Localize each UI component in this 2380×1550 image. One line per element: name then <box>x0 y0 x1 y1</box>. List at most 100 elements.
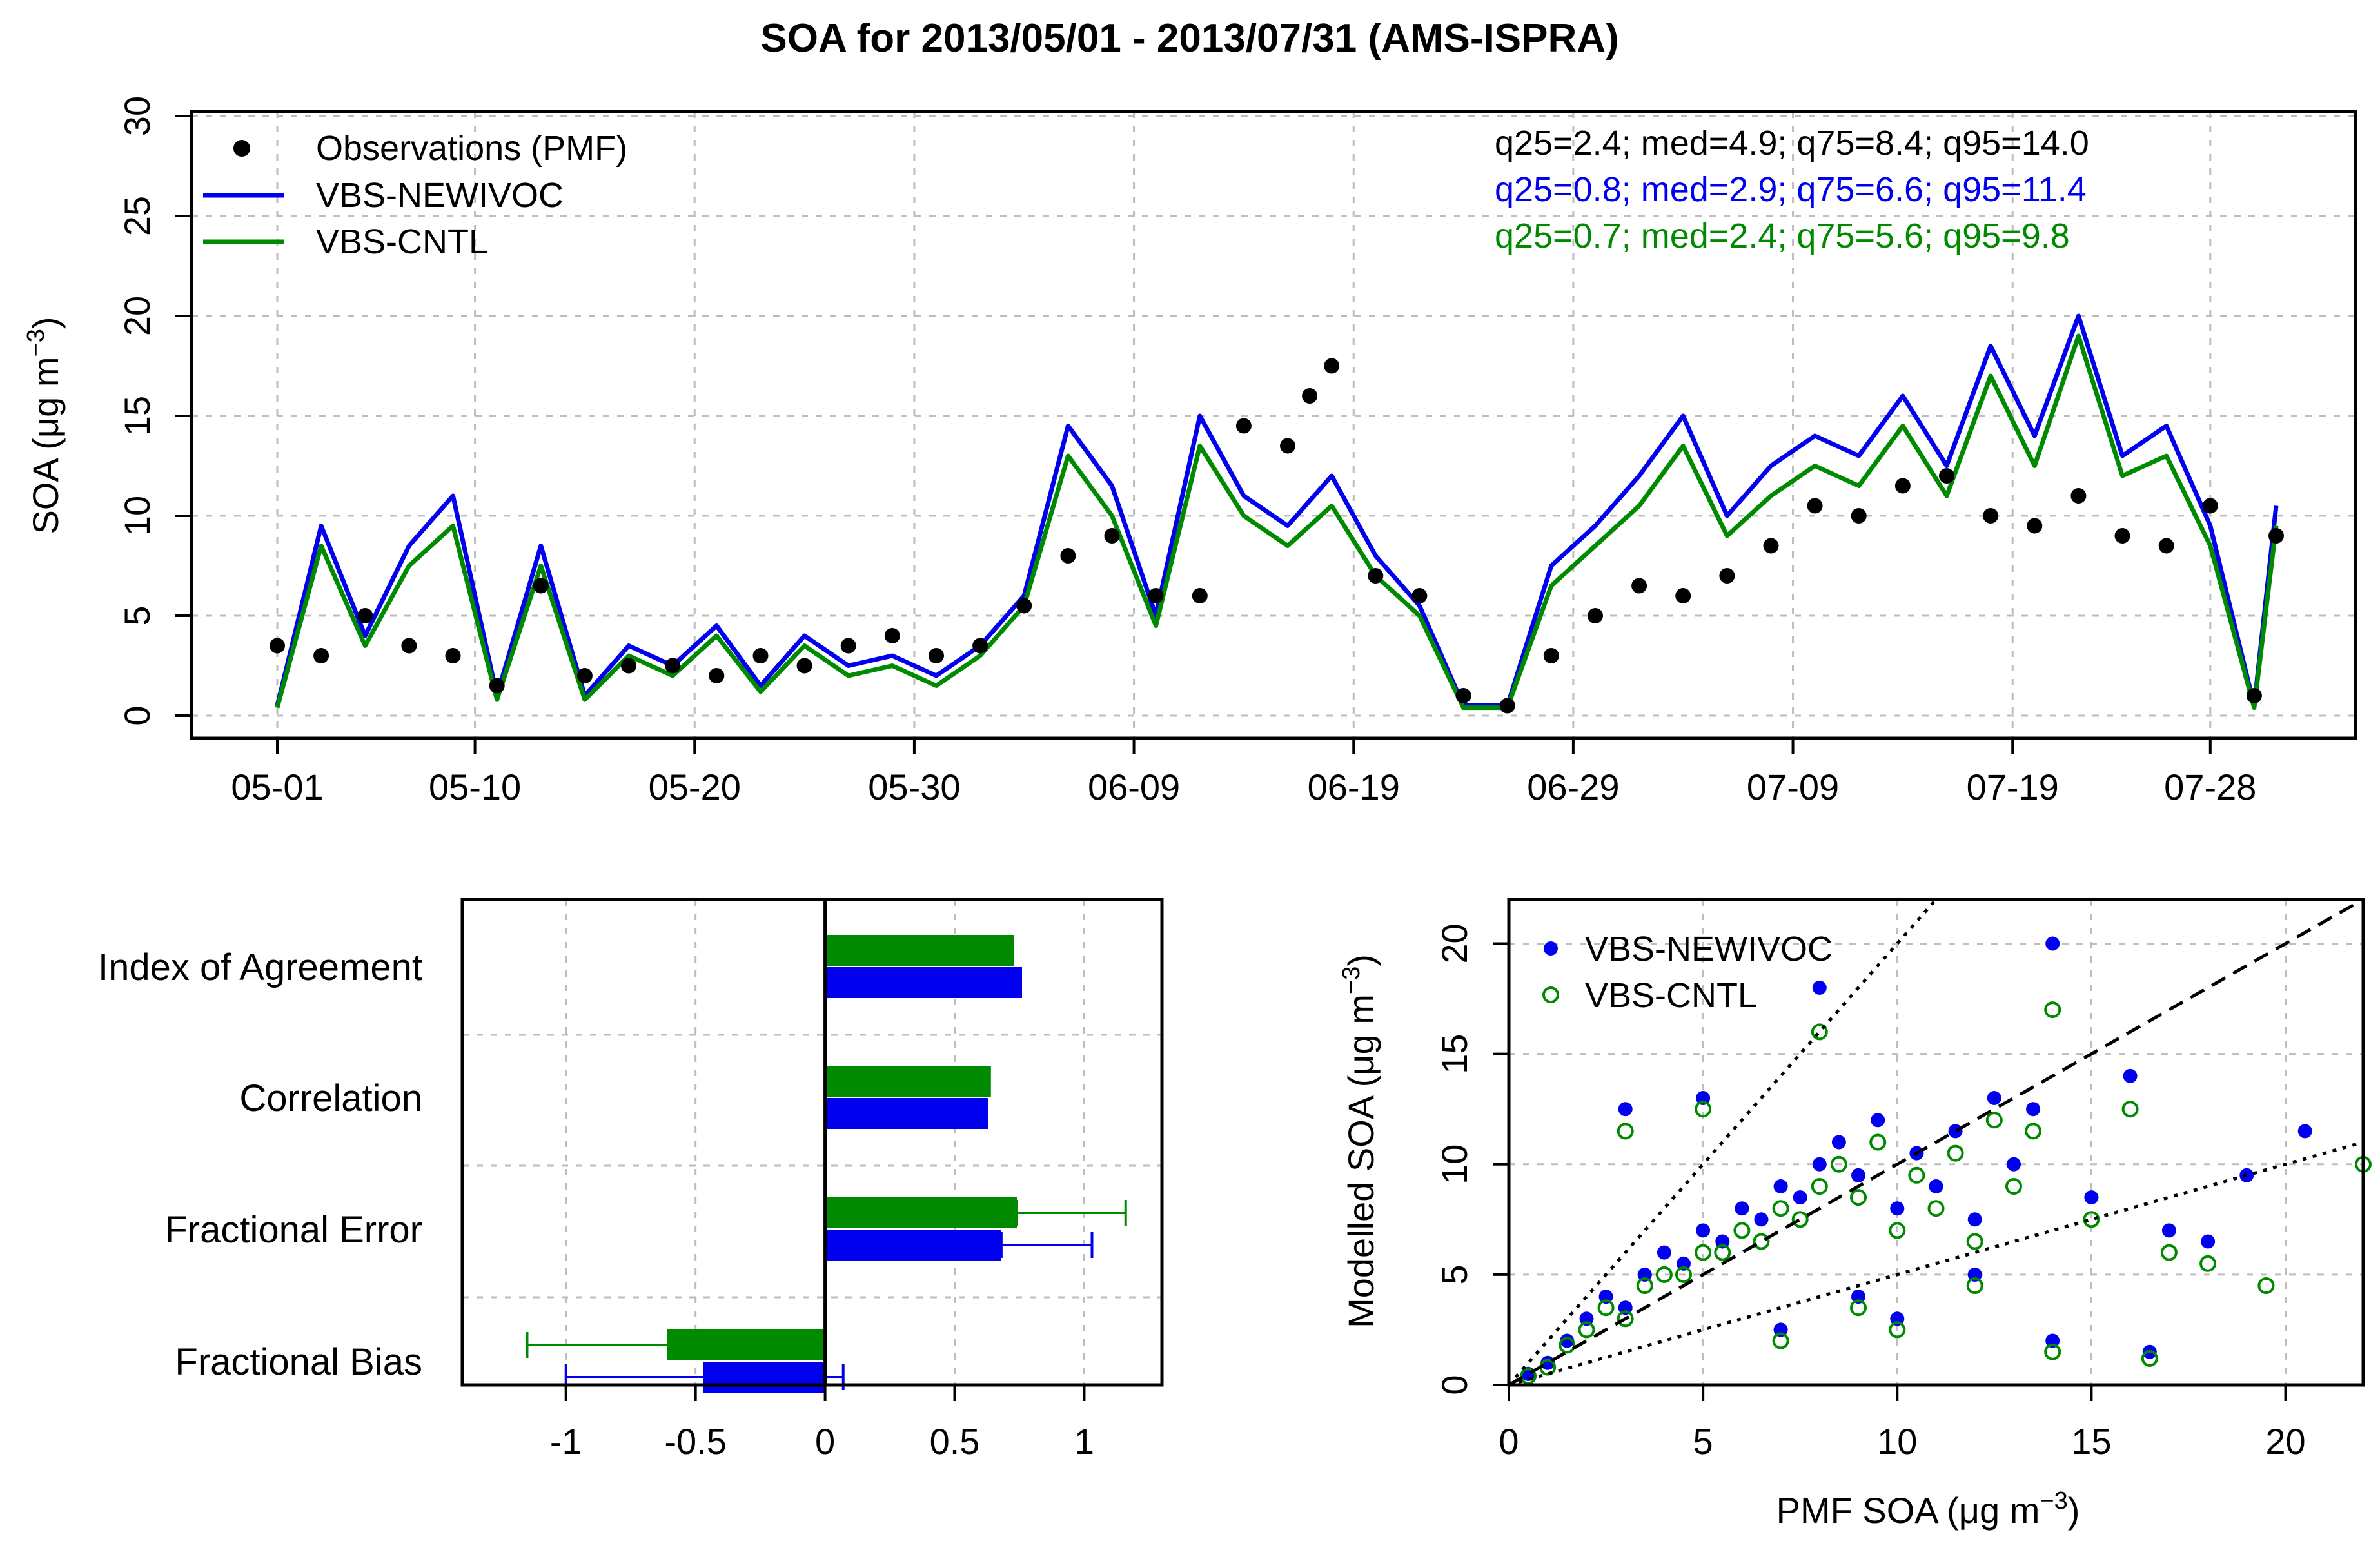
scatter-point-vbs-cntl <box>2257 1277 2275 1294</box>
timeseries-x-tick-label: 07-28 <box>2164 767 2256 807</box>
legend-cntl-label: VBS-CNTL <box>316 222 488 261</box>
timeseries-annotations: q25=2.4; med=4.9; q75=8.4; q95=14.0 q25=… <box>1495 124 2089 255</box>
timeseries-y-tick-label: 10 <box>117 496 157 536</box>
scatter-point-vbs-cntl <box>1559 1337 1576 1354</box>
scatter-point-vbs-newivoc <box>2026 1102 2041 1117</box>
scatter-point-vbs-cntl <box>1869 1133 1887 1151</box>
annotation-observations: q25=2.4; med=4.9; q75=8.4; q95=14.0 <box>1495 124 2089 162</box>
scatter-point-vbs-newivoc <box>1929 1179 1943 1193</box>
scatter-point-vbs-cntl <box>1791 1211 1809 1228</box>
timeseries-x-tick-label: 05-30 <box>868 767 960 807</box>
timeseries-y-tick-label: 30 <box>117 96 157 136</box>
observation-point <box>752 648 769 663</box>
scatter-point-vbs-newivoc <box>1735 1201 1749 1216</box>
scatter-reference-lines <box>1508 898 2365 1387</box>
observation-point <box>840 638 856 654</box>
scatter-point-vbs-cntl <box>2025 1123 2042 1140</box>
annotation-newivoc: q25=0.8; med=2.9; q75=6.6; q95=11.4 <box>1495 170 2087 209</box>
two-to-one-line <box>1508 898 1938 1386</box>
scatter-point-vbs-cntl <box>1753 1233 1770 1250</box>
scatter-point-vbs-cntl <box>2044 1343 2061 1360</box>
observation-point <box>796 658 812 674</box>
bar-vbs-cntl <box>825 935 1014 966</box>
bar-vbs-newivoc <box>825 967 1022 998</box>
scatter-point-vbs-cntl <box>1655 1266 1673 1283</box>
observation-point <box>2027 518 2043 534</box>
observation-point <box>1499 698 1515 714</box>
scatter-point-vbs-cntl <box>1966 1277 1983 1294</box>
scatter-y-tick-label: 20 <box>1434 923 1475 963</box>
timeseries-x-tick-label: 06-19 <box>1308 767 1400 807</box>
scatter-x-tick-label: 20 <box>2265 1421 2305 1462</box>
observation-point <box>533 578 549 594</box>
scatter-legend-newivoc-label: VBS-NEWIVOC <box>1585 930 1833 968</box>
observation-point <box>972 638 988 654</box>
scatter-point-vbs-cntl <box>2160 1244 2178 1261</box>
bar-x-tick-label: 0 <box>815 1421 835 1462</box>
bar-x-tick-label: 0.5 <box>930 1421 980 1462</box>
observation-point <box>1851 508 1867 524</box>
scatter-legend-newivoc-marker <box>1544 941 1558 956</box>
scatter-point-vbs-cntl <box>1597 1299 1615 1317</box>
bar-category-label: Fractional Bias <box>175 1341 422 1383</box>
observation-point <box>1719 568 1735 584</box>
observation-point <box>929 648 944 663</box>
series-line-vbs-newivoc <box>275 313 2279 708</box>
timeseries-x-tick-label: 05-10 <box>429 767 521 807</box>
observation-point <box>1675 588 1691 603</box>
scatter-point-vbs-newivoc <box>2201 1234 2216 1249</box>
scatter-point-vbs-cntl <box>2005 1178 2022 1195</box>
scatter-point-vbs-cntl <box>1889 1321 1906 1339</box>
observation-point <box>1192 588 1208 603</box>
scatter-point-vbs-newivoc <box>1773 1179 1788 1193</box>
observation-point <box>2158 538 2174 554</box>
annotation-cntl: q25=0.7; med=2.4; q75=5.6; q95=9.8 <box>1495 217 2070 255</box>
timeseries-y-tick-label: 15 <box>117 396 157 436</box>
scatter-point-vbs-cntl <box>1714 1244 1731 1261</box>
scatter-y-tick-label: 15 <box>1434 1034 1475 1074</box>
observation-point <box>2114 528 2130 544</box>
timeseries-panel: 05-01 05-10 05-20 05-30 06-09 06-19 06-29 07-09… <box>23 96 2357 807</box>
scatter-point-vbs-cntl <box>1811 1023 1828 1041</box>
bar-category-label: Fractional Error <box>164 1209 422 1251</box>
legend-obs-label: Observations (PMF) <box>316 129 627 168</box>
scatter-point-vbs-newivoc <box>1987 1091 2001 1105</box>
scatter-point-vbs-newivoc <box>2045 936 2060 951</box>
scatter-point-vbs-newivoc <box>1618 1102 1633 1117</box>
bar-x-tick-label: -1 <box>550 1421 582 1462</box>
scatter-y-tick-label: 0 <box>1434 1375 1475 1395</box>
timeseries-frame <box>190 110 2357 740</box>
scatter-point-vbs-cntl <box>1850 1189 1867 1206</box>
observation-point <box>1411 588 1428 603</box>
observation-point <box>1060 548 1076 564</box>
scatter-point-vbs-cntl <box>1675 1266 1692 1283</box>
scatter-point-vbs-cntl <box>1850 1299 1867 1317</box>
legend-obs-marker <box>233 140 250 157</box>
scatter-legend-cntl-label: VBS-CNTL <box>1585 976 1757 1015</box>
observation-point <box>1324 358 1340 374</box>
scatter-frame <box>1507 898 2365 1387</box>
bar-panel: -1 -0.5 0 0.5 1 Index of Agreement Correlation… <box>98 898 1164 1462</box>
timeseries-x-tick-label: 07-09 <box>1747 767 1839 807</box>
scatter-legend-cntl-marker <box>1542 986 1559 1003</box>
observation-point <box>1588 608 1603 623</box>
timeseries-x-tick-label: 06-29 <box>1527 767 1619 807</box>
observation-point <box>1148 588 1164 603</box>
bar-vbs-newivoc <box>825 1230 1001 1261</box>
timeseries-x-tick-label: 05-01 <box>231 767 323 807</box>
timeseries-x-tick-label: 06-09 <box>1088 767 1180 807</box>
scatter-point-vbs-newivoc <box>1560 1333 1575 1348</box>
bar-vbs-newivoc <box>825 1098 988 1129</box>
scatter-point-vbs-newivoc <box>1696 1223 1711 1238</box>
scatter-x-tick-label: 10 <box>1877 1421 1917 1462</box>
scatter-point-vbs-newivoc <box>1657 1245 1671 1260</box>
bar-frame <box>460 898 1164 1387</box>
scatter-point-vbs-cntl <box>1733 1222 1751 1239</box>
bar-category-label: Correlation <box>239 1077 422 1119</box>
observation-point <box>884 628 900 643</box>
scatter-point-vbs-cntl <box>2044 1001 2061 1019</box>
observation-point <box>1302 388 1318 404</box>
scatter-point-vbs-cntl <box>2141 1349 2158 1367</box>
scatter-point-vbs-newivoc <box>2123 1068 2138 1083</box>
observation-point <box>709 668 725 683</box>
